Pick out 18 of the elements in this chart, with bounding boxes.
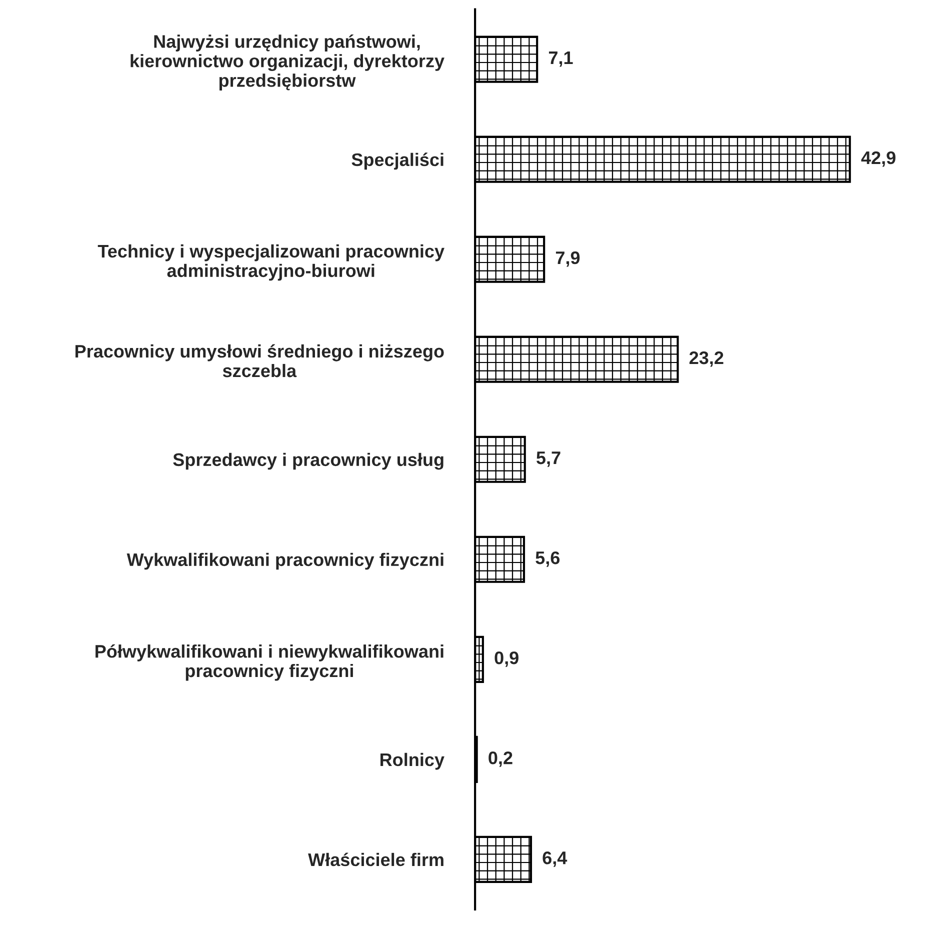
y-tick-label: Najwyżsi urzędnicy państwowi, kierownictwo organizacji, dyrektorzy przedsiębiorstw	[130, 34, 444, 90]
y-tick-label: Technicy i wyspecjalizowani pracownicy administracyjno-biurowi	[98, 244, 444, 281]
data-label: 42,9	[861, 151, 896, 167]
data-label: 0,9	[494, 651, 518, 667]
y-tick-label: Półwykwalifikowani i niewykwalifikowani pracownicy fizyczni	[96, 644, 444, 681]
data-label: 7,1	[548, 52, 573, 67]
y-tick-label: Rolnicy	[380, 752, 444, 770]
data-label: 7,9	[556, 251, 580, 267]
data-label: 6,4	[542, 851, 568, 867]
y-tick-label: Sprzedawcy i pracownicy usług	[173, 452, 444, 470]
data-label: 23,2	[689, 351, 724, 367]
y-tick-label: Właściciele firm	[308, 852, 444, 866]
y-tick-label: Pracownicy umysłowi średniego i niższego szczebla	[76, 344, 444, 378]
data-label: 0,2	[488, 751, 512, 767]
y-tick-label: Wykwalifikowani pracownicy fizyczni	[126, 552, 444, 570]
data-label: 5,6	[536, 551, 560, 567]
y-tick-label: Specjaliści	[352, 152, 444, 170]
data-label: 5,7	[536, 452, 560, 467]
